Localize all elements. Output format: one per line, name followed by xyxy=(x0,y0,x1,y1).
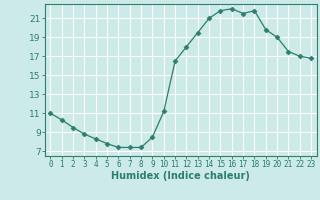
X-axis label: Humidex (Indice chaleur): Humidex (Indice chaleur) xyxy=(111,171,250,181)
